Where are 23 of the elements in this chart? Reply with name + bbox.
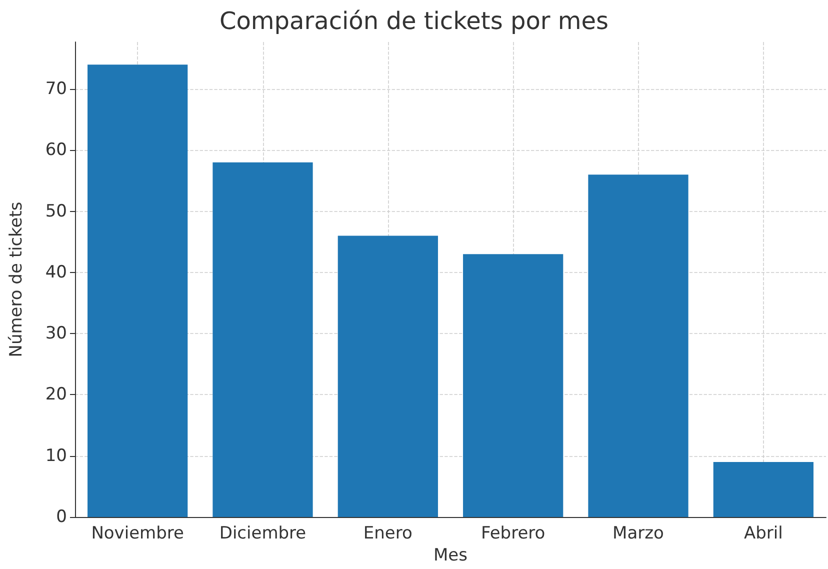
bar bbox=[338, 236, 438, 517]
bar bbox=[88, 64, 188, 517]
y-tick-label: 70 bbox=[45, 79, 67, 100]
bar bbox=[212, 162, 313, 517]
y-tick-label: 10 bbox=[45, 446, 67, 466]
bar bbox=[588, 174, 688, 517]
x-tick-label: Febrero bbox=[480, 524, 546, 544]
x-tick-label: Enero bbox=[363, 524, 412, 544]
x-axis-title: Mes bbox=[434, 546, 468, 566]
bar bbox=[713, 462, 814, 517]
bar bbox=[463, 254, 564, 517]
y-axis-title: Número de tickets bbox=[6, 202, 26, 358]
x-tick-label: Noviembre bbox=[91, 524, 184, 544]
y-tick-label: 40 bbox=[45, 262, 67, 282]
y-tick-label: 60 bbox=[45, 140, 67, 160]
x-tick-label: Diciembre bbox=[219, 524, 306, 544]
y-tick-label: 30 bbox=[45, 324, 67, 344]
y-tick-label: 20 bbox=[45, 384, 67, 405]
chart-title: Comparación de tickets por mes bbox=[219, 7, 609, 35]
y-tick-label: 0 bbox=[56, 507, 67, 527]
y-tick-label: 50 bbox=[45, 201, 67, 222]
x-tick-label: Abril bbox=[744, 524, 783, 544]
x-tick-label: Marzo bbox=[612, 524, 664, 544]
